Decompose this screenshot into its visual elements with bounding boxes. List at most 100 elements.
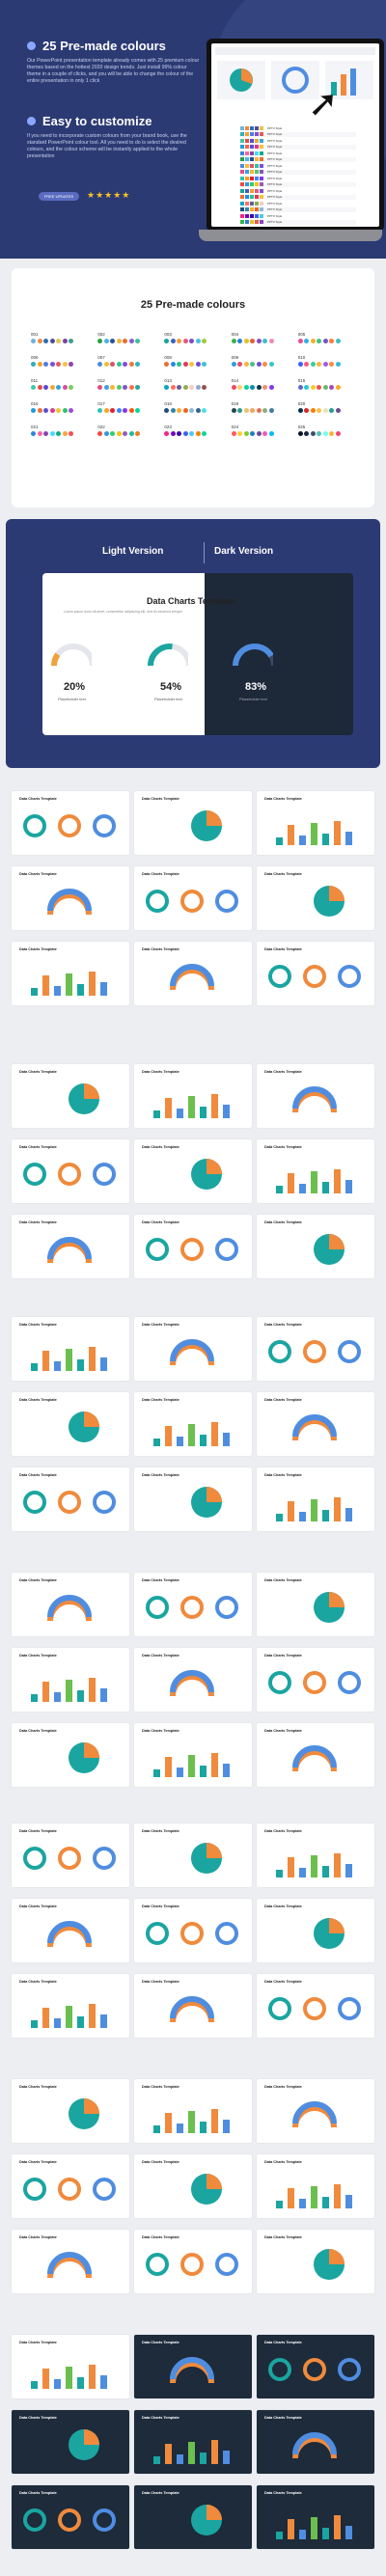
colour-theme-item[interactable]: 013	[164, 378, 225, 390]
slide-thumbnail[interactable]: Data Charts Template	[12, 1974, 129, 2038]
colour-theme-item[interactable]: 019	[231, 401, 292, 413]
slide-thumbnail[interactable]: Data Charts Template	[12, 1573, 129, 1636]
colour-theme-item[interactable]: 012	[97, 378, 158, 390]
colour-theme-item[interactable]: 024	[231, 425, 292, 436]
slide-thumbnail[interactable]: Data Charts Template	[134, 2485, 252, 2549]
palette-row[interactable]: PPTX Style	[240, 169, 356, 175]
slide-thumbnail[interactable]: Data Charts Template	[257, 1823, 374, 1887]
slide-thumbnail[interactable]: Data Charts Template	[12, 2079, 129, 2143]
slide-thumbnail[interactable]: Data Charts Template	[134, 2410, 252, 2474]
slide-thumbnail[interactable]: Data Charts Template	[257, 1064, 374, 1128]
slide-thumbnail[interactable]: Data Charts Template	[134, 1899, 252, 1962]
palette-row[interactable]: PPTX Style	[240, 176, 356, 180]
slide-thumbnail[interactable]: Data Charts Template	[134, 2154, 252, 2218]
slide-thumbnail[interactable]: Data Charts Template	[257, 866, 374, 930]
slide-thumbnail[interactable]: Data Charts Template	[12, 866, 129, 930]
colour-theme-item[interactable]: 017	[97, 401, 158, 413]
slide-thumbnail[interactable]: Data Charts Template	[12, 942, 129, 1005]
colour-theme-item[interactable]: 021	[31, 425, 92, 436]
slide-thumbnail[interactable]: Data Charts Template	[257, 2410, 374, 2474]
slide-thumbnail[interactable]: Data Charts Template	[12, 1392, 129, 1456]
palette-row[interactable]: PPTX Style	[240, 144, 356, 150]
slide-thumbnail[interactable]: Data Charts Template	[134, 1215, 252, 1278]
slide-thumbnail[interactable]: Data Charts Template	[134, 866, 252, 930]
slide-thumbnail[interactable]: Data Charts Template	[12, 1139, 129, 1203]
colour-theme-item[interactable]: 003	[164, 332, 225, 343]
slide-thumbnail[interactable]: Data Charts Template	[257, 2154, 374, 2218]
colour-theme-item[interactable]: 001	[31, 332, 92, 343]
slide-thumbnail[interactable]: Data Charts Template	[257, 1139, 374, 1203]
colour-theme-item[interactable]: 018	[164, 401, 225, 413]
colour-theme-item[interactable]: 025	[297, 425, 359, 436]
slide-thumbnail[interactable]: Data Charts Template	[257, 791, 374, 855]
palette-row[interactable]: PPTX Style	[240, 151, 356, 155]
slide-thumbnail[interactable]: Data Charts Template	[257, 2485, 374, 2549]
colour-theme-item[interactable]: 006	[31, 355, 92, 367]
colour-theme-item[interactable]: 016	[31, 401, 92, 413]
slide-thumbnail[interactable]: Data Charts Template	[12, 2485, 129, 2549]
slide-thumbnail[interactable]: Data Charts Template	[12, 1823, 129, 1887]
slide-thumbnail[interactable]: Data Charts Template	[12, 1467, 129, 1531]
colour-theme-item[interactable]: 004	[231, 332, 292, 343]
slide-thumbnail[interactable]: Data Charts Template	[12, 1064, 129, 1128]
slide-thumbnail[interactable]: Data Charts Template	[134, 1573, 252, 1636]
slide-thumbnail[interactable]: Data Charts Template	[12, 1648, 129, 1712]
palette-row[interactable]: PPTX Style	[240, 188, 356, 193]
colour-theme-item[interactable]: 010	[297, 355, 359, 367]
slide-thumbnail[interactable]: Data Charts Template	[134, 1974, 252, 2038]
slide-thumbnail[interactable]: Data Charts Template	[134, 1723, 252, 1787]
slide-thumbnail[interactable]: Data Charts Template	[134, 1139, 252, 1203]
slide-thumbnail[interactable]: Data Charts Template	[134, 1648, 252, 1712]
slide-thumbnail[interactable]: Data Charts Template	[12, 2154, 129, 2218]
slide-thumbnail[interactable]: Data Charts Template	[12, 1215, 129, 1278]
slide-thumbnail[interactable]: Data Charts Template	[12, 1899, 129, 1962]
palette-row[interactable]: PPTX Style	[240, 206, 356, 212]
slide-thumbnail[interactable]: Data Charts Template	[257, 2335, 374, 2398]
slide-thumbnail[interactable]: Data Charts Template	[257, 1648, 374, 1712]
slide-thumbnail[interactable]: Data Charts Template	[257, 1723, 374, 1787]
slide-thumbnail[interactable]: Data Charts Template	[134, 1467, 252, 1531]
slide-thumbnail[interactable]: Data Charts Template	[257, 1215, 374, 1278]
colour-theme-item[interactable]: 014	[231, 378, 292, 390]
colour-theme-item[interactable]: 022	[97, 425, 158, 436]
slide-thumbnail[interactable]: Data Charts Template	[12, 2335, 129, 2398]
slide-thumbnail[interactable]: Data Charts Template	[134, 1392, 252, 1456]
colour-theme-item[interactable]: 002	[97, 332, 158, 343]
slide-thumbnail[interactable]: Data Charts Template	[257, 942, 374, 1005]
slide-thumbnail[interactable]: Data Charts Template	[12, 1723, 129, 1787]
slide-thumbnail[interactable]: Data Charts Template	[257, 1317, 374, 1381]
slide-thumbnail[interactable]: Data Charts Template	[134, 2335, 252, 2398]
slide-thumbnail[interactable]: Data Charts Template	[12, 1317, 129, 1381]
colour-theme-item[interactable]: 011	[31, 378, 92, 390]
slide-thumbnail[interactable]: Data Charts Template	[134, 791, 252, 855]
colour-theme-item[interactable]: 005	[297, 332, 359, 343]
colour-theme-item[interactable]: 020	[297, 401, 359, 413]
slide-thumbnail[interactable]: Data Charts Template	[12, 791, 129, 855]
slide-thumbnail[interactable]: Data Charts Template	[134, 942, 252, 1005]
palette-row[interactable]: PPTX Style	[240, 181, 356, 187]
palette-row[interactable]: PPTX Style	[240, 213, 356, 218]
palette-row[interactable]: PPTX Style	[240, 226, 356, 227]
slide-thumbnail[interactable]: Data Charts Template	[12, 2230, 129, 2293]
slide-thumbnail[interactable]: Data Charts Template	[12, 2410, 129, 2474]
colour-theme-item[interactable]: 009	[231, 355, 292, 367]
colour-theme-item[interactable]: 023	[164, 425, 225, 436]
slide-thumbnail[interactable]: Data Charts Template	[257, 2230, 374, 2293]
colour-theme-item[interactable]: 008	[164, 355, 225, 367]
slide-thumbnail[interactable]: Data Charts Template	[257, 1899, 374, 1962]
slide-thumbnail[interactable]: Data Charts Template	[134, 1823, 252, 1887]
palette-row[interactable]: PPTX Style	[240, 219, 356, 225]
palette-row[interactable]: PPTX Style	[240, 138, 356, 143]
palette-row[interactable]: PPTX Style	[240, 131, 356, 137]
palette-row[interactable]: PPTX Style	[240, 156, 356, 162]
colour-theme-item[interactable]: 007	[97, 355, 158, 367]
palette-row[interactable]: PPTX Style	[240, 194, 356, 200]
colour-theme-item[interactable]: 015	[297, 378, 359, 390]
slide-thumbnail[interactable]: Data Charts Template	[257, 1392, 374, 1456]
slide-thumbnail[interactable]: Data Charts Template	[257, 2079, 374, 2143]
slide-thumbnail[interactable]: Data Charts Template	[134, 1317, 252, 1381]
palette-row[interactable]: PPTX Style	[240, 163, 356, 168]
slide-thumbnail[interactable]: Data Charts Template	[257, 1974, 374, 2038]
slide-thumbnail[interactable]: Data Charts Template	[257, 1573, 374, 1636]
slide-thumbnail[interactable]: Data Charts Template	[134, 2079, 252, 2143]
